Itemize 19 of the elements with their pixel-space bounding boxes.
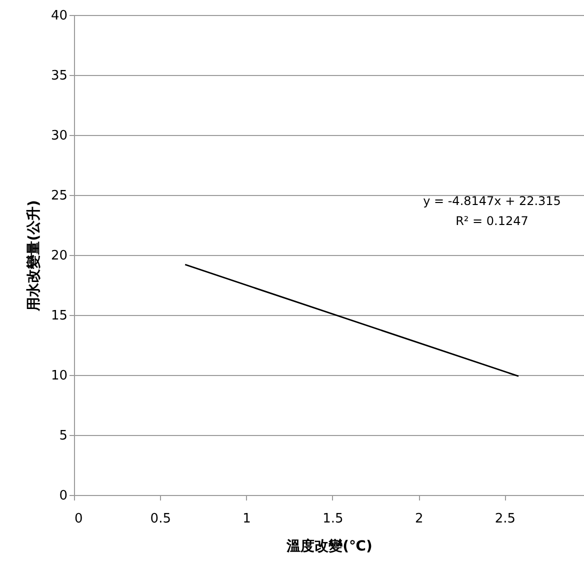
y-tick-label: 15 bbox=[50, 308, 68, 324]
y-tick-label: 0 bbox=[59, 488, 68, 504]
y-tick-label: 5 bbox=[59, 428, 68, 444]
y-axis-title: 用水改變量(公升) bbox=[24, 200, 42, 312]
x-axis-title: 溫度改變(℃) bbox=[286, 538, 372, 554]
annotation: y = -4.8147x + 22.315 bbox=[423, 194, 561, 208]
x-tick-label: 1.5 bbox=[322, 512, 344, 526]
y-tick-label: 10 bbox=[50, 368, 68, 384]
x-tick-label: 2.5 bbox=[494, 512, 516, 526]
y-tick-label: 20 bbox=[50, 248, 68, 264]
y-tick-label: 30 bbox=[50, 128, 68, 144]
annotation: R² = 0.1247 bbox=[456, 214, 528, 228]
y-tick-label: 40 bbox=[50, 8, 68, 24]
x-tick-label: 2 bbox=[414, 512, 424, 526]
x-tick-label: 0 bbox=[74, 512, 83, 526]
x-tick-label: 0.5 bbox=[150, 512, 171, 526]
y-tick-label: 25 bbox=[50, 188, 68, 204]
y-tick-label: 35 bbox=[50, 68, 68, 84]
x-tick-label: 1 bbox=[242, 512, 251, 526]
